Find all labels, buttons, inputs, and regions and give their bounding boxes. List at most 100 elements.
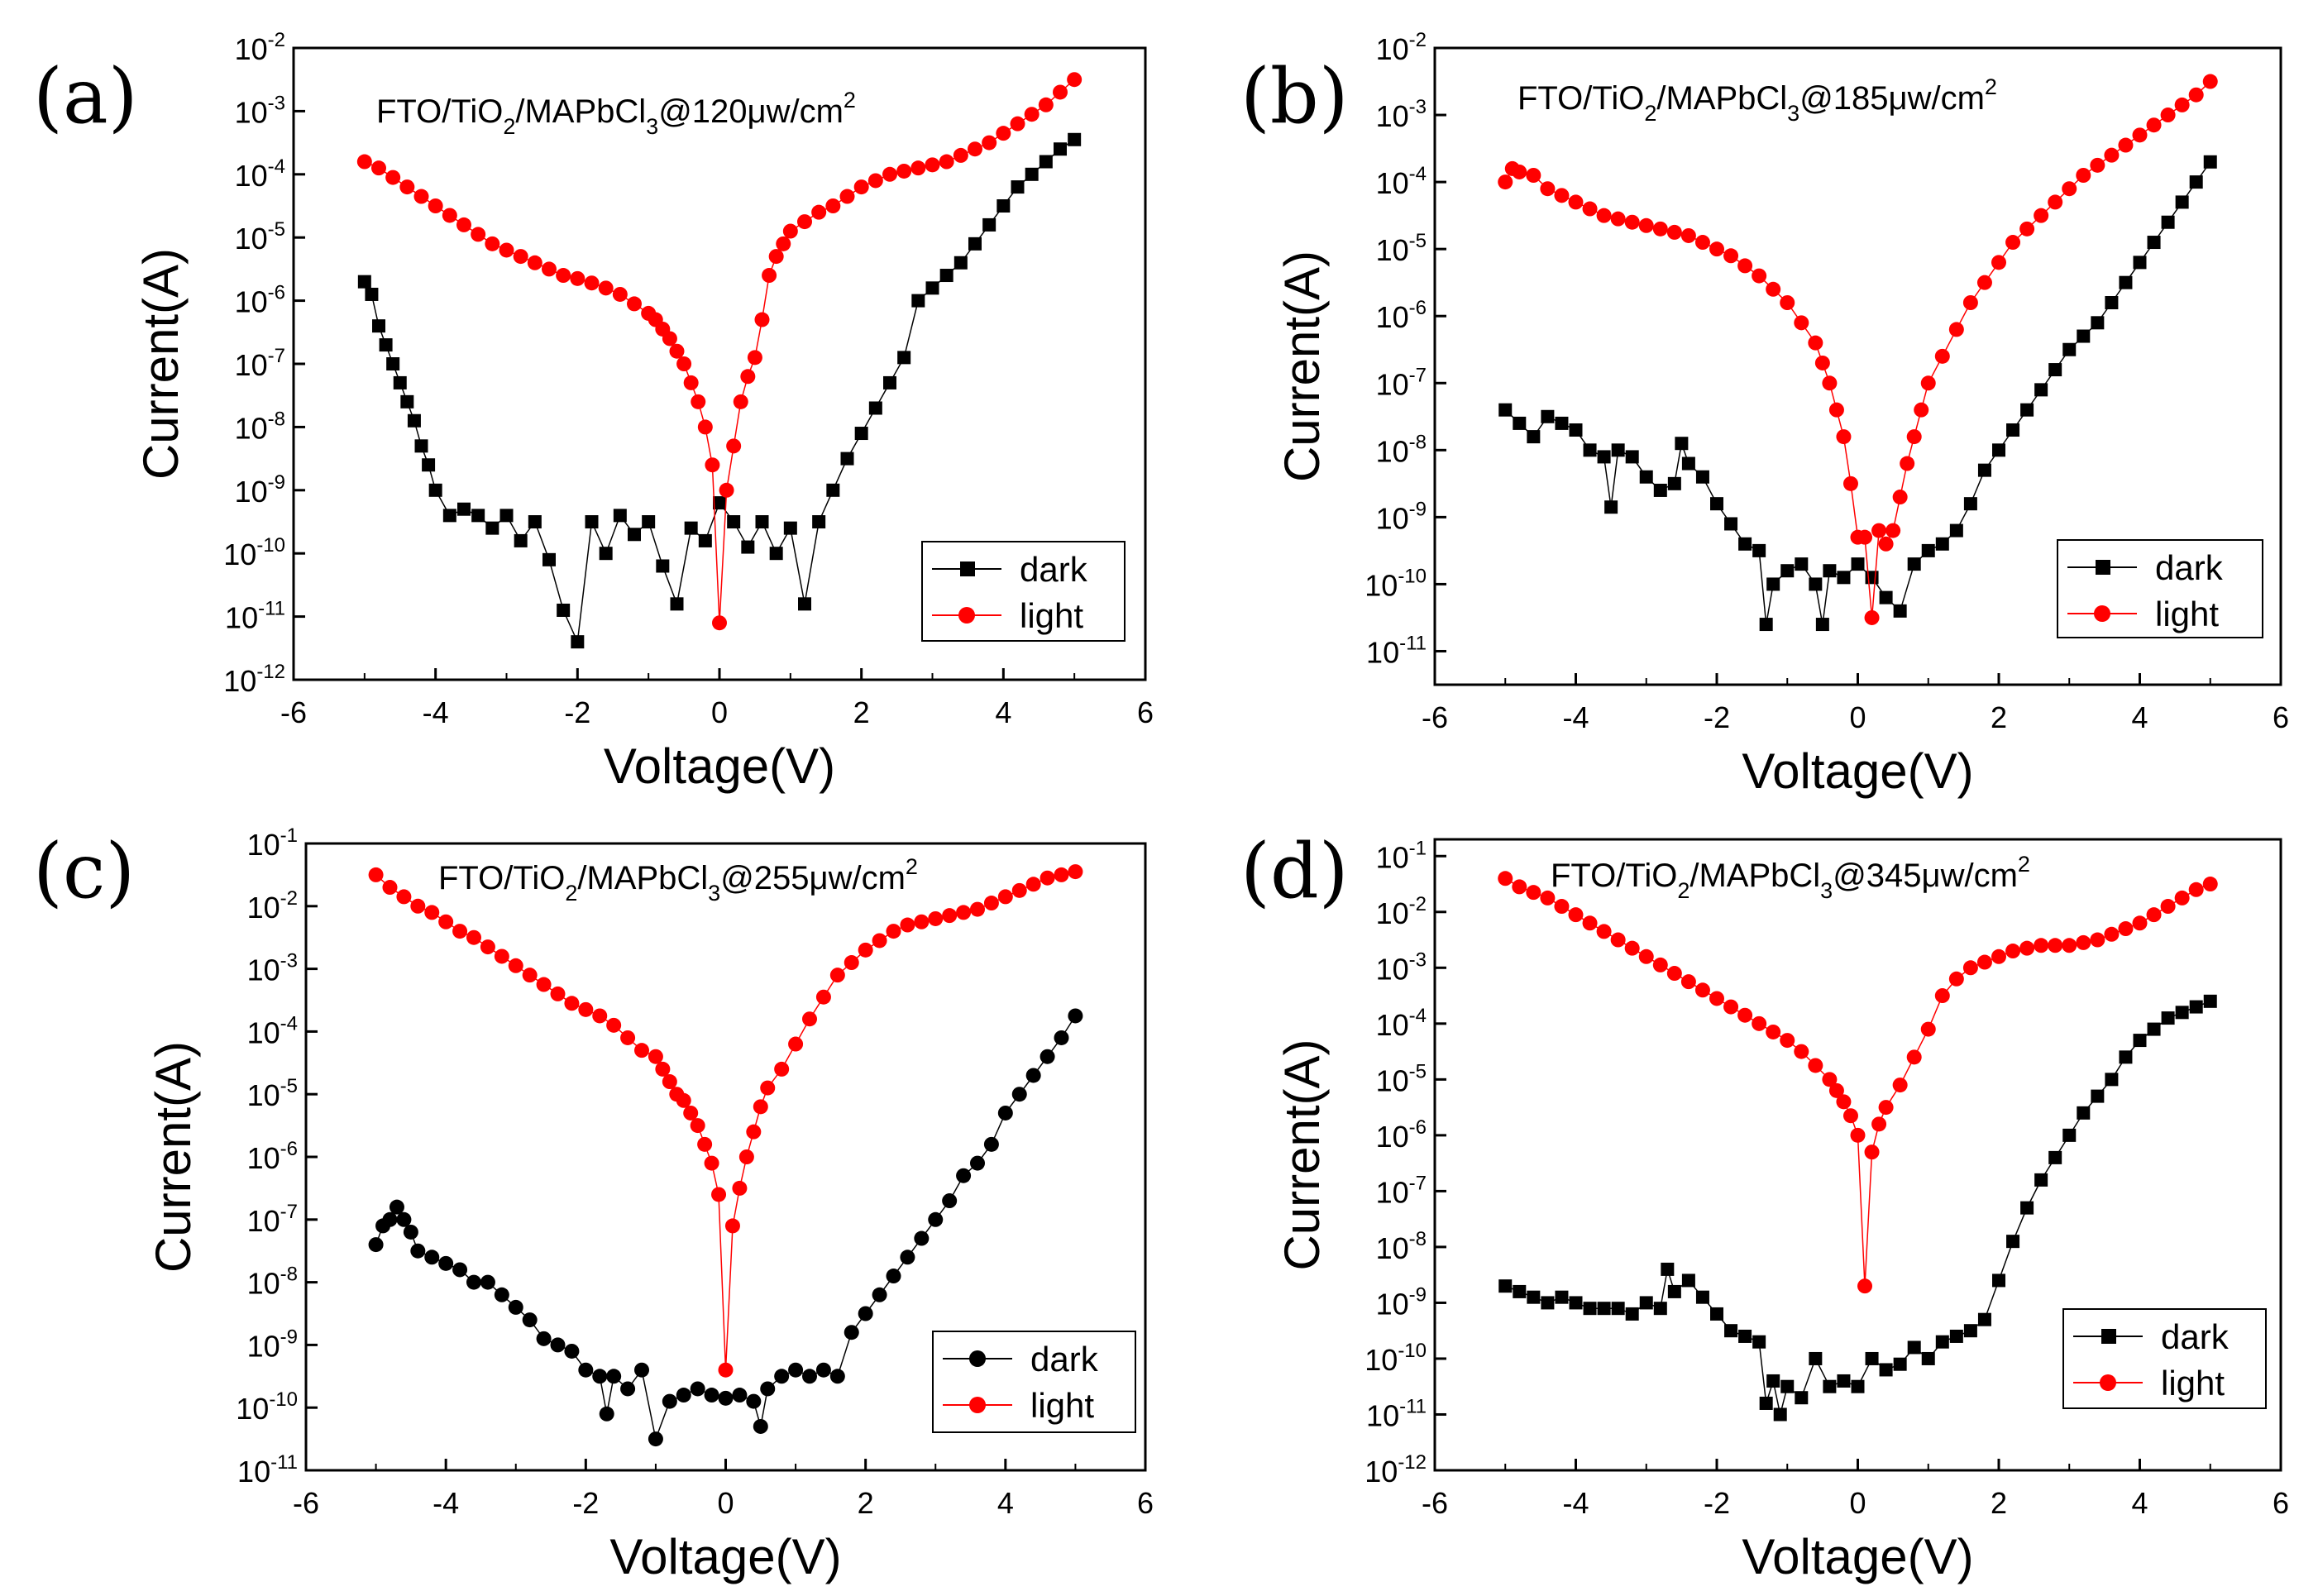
data-point-light <box>2132 127 2148 143</box>
data-point-dark <box>829 1369 845 1384</box>
data-point-dark <box>1569 423 1583 437</box>
data-point-light <box>1892 1078 1908 1093</box>
data-point-light <box>1638 217 1654 233</box>
data-point-dark <box>1809 1351 1823 1365</box>
data-point-dark <box>2034 383 2048 397</box>
data-point-light <box>733 394 748 409</box>
data-point-light <box>2188 87 2204 103</box>
data-point-light <box>811 204 827 220</box>
data-point-dark <box>1879 590 1893 604</box>
data-point-light <box>428 198 443 213</box>
data-point-dark <box>1513 1284 1527 1298</box>
data-point-dark <box>2006 1235 2020 1249</box>
data-point-light <box>655 1061 671 1077</box>
data-point-light <box>900 917 915 933</box>
data-point-light <box>438 914 454 929</box>
data-point-dark <box>2077 329 2091 343</box>
data-point-light <box>1512 164 1527 179</box>
legend-marker-light <box>2100 1374 2116 1391</box>
y-tick-exponent: -3 <box>280 950 298 972</box>
data-point-dark <box>1935 537 1949 551</box>
data-point-light <box>2048 938 2063 953</box>
data-point-light <box>1842 1108 1858 1124</box>
data-point-light <box>499 242 514 258</box>
data-point-dark <box>1815 618 1829 632</box>
y-tick-exponent: -5 <box>1409 1060 1427 1082</box>
data-point-light <box>1540 181 1556 197</box>
data-point-light <box>1822 375 1838 391</box>
data-point-light <box>1638 949 1654 964</box>
data-point-light <box>1526 168 1541 183</box>
data-point-light <box>382 880 398 896</box>
data-point-dark <box>2077 1106 2091 1120</box>
data-point-light <box>1991 255 2006 270</box>
data-point-light <box>956 905 972 920</box>
data-point-dark <box>1893 604 1907 618</box>
y-tick-exponent: -8 <box>268 408 285 430</box>
data-point-light <box>896 163 912 179</box>
title-text: /MAPbCl <box>1690 858 1820 894</box>
data-point-light <box>2174 97 2190 112</box>
data-point-light <box>768 249 784 265</box>
data-point-light <box>527 255 542 270</box>
data-point-light <box>774 1061 790 1077</box>
data-point-dark <box>599 547 613 561</box>
data-point-light <box>2174 890 2190 906</box>
data-point-dark <box>2161 1011 2175 1025</box>
data-point-light <box>844 955 859 971</box>
data-point-dark <box>400 394 414 409</box>
data-point-dark <box>2189 175 2203 189</box>
y-tick-exponent: -1 <box>1409 837 1427 859</box>
data-point-dark <box>2091 1089 2105 1103</box>
y-tick-exponent: -10 <box>1398 565 1427 587</box>
y-tick-base: 10 <box>1376 1063 1409 1097</box>
title-text: FTO/TiO <box>438 860 565 896</box>
title-subscript: 2 <box>503 114 515 139</box>
data-point-light <box>1962 960 1978 976</box>
y-tick-label: 10-7 <box>1376 1172 1427 1209</box>
data-point-light <box>1857 529 1873 545</box>
data-point-dark <box>886 1269 901 1284</box>
x-tick-label: 2 <box>1991 700 2007 734</box>
data-point-light <box>1040 870 1055 886</box>
y-tick-label: 10-12 <box>1365 1451 1427 1488</box>
x-axis-label: Voltage(V) <box>1742 1529 1973 1584</box>
title-subscript: 2 <box>1677 878 1690 903</box>
y-tick-label: 10-9 <box>235 471 285 509</box>
data-point-light <box>1582 915 1598 931</box>
y-tick-label: 10-3 <box>247 950 298 987</box>
series-light <box>368 864 1083 1378</box>
y-tick-base: 10 <box>1376 166 1409 200</box>
data-point-dark <box>914 1230 930 1246</box>
y-tick-label: 10-11 <box>237 1451 298 1488</box>
data-point-dark <box>428 483 442 497</box>
legend-label-dark: dark <box>1020 550 1088 589</box>
y-tick-base: 10 <box>247 1078 280 1112</box>
x-tick-label: -4 <box>433 1486 459 1520</box>
legend-label-light: light <box>2155 595 2219 633</box>
y-tick-label: 10-4 <box>1376 1005 1427 1042</box>
y-tick-base: 10 <box>1376 840 1409 874</box>
data-point-light <box>858 942 873 958</box>
data-point-light <box>1011 882 1027 898</box>
x-tick-label: 0 <box>1849 1486 1866 1520</box>
data-point-dark <box>755 515 769 528</box>
data-point-light <box>1723 248 1739 264</box>
data-point-light <box>1878 536 1894 552</box>
data-point-light <box>1737 1007 1753 1023</box>
data-point-dark <box>648 1431 663 1447</box>
y-tick-exponent: -11 <box>1399 632 1427 654</box>
x-tick-label: -2 <box>1704 700 1730 734</box>
y-tick-exponent: -4 <box>280 1012 298 1035</box>
y-tick-exponent: -4 <box>1409 1005 1427 1027</box>
chart-title: FTO/TiO2/MAPbCl3@345μw/cm2 <box>1551 852 2030 903</box>
data-point-dark <box>656 559 670 573</box>
y-tick-exponent: -6 <box>280 1138 298 1160</box>
data-point-light <box>494 949 509 964</box>
data-point-light <box>2034 938 2049 953</box>
data-point-dark <box>698 533 712 547</box>
data-point-dark <box>760 1381 776 1397</box>
legend-label-dark: dark <box>1030 1340 1099 1379</box>
data-point-light <box>2076 934 2091 950</box>
data-point-light <box>1766 281 1781 297</box>
